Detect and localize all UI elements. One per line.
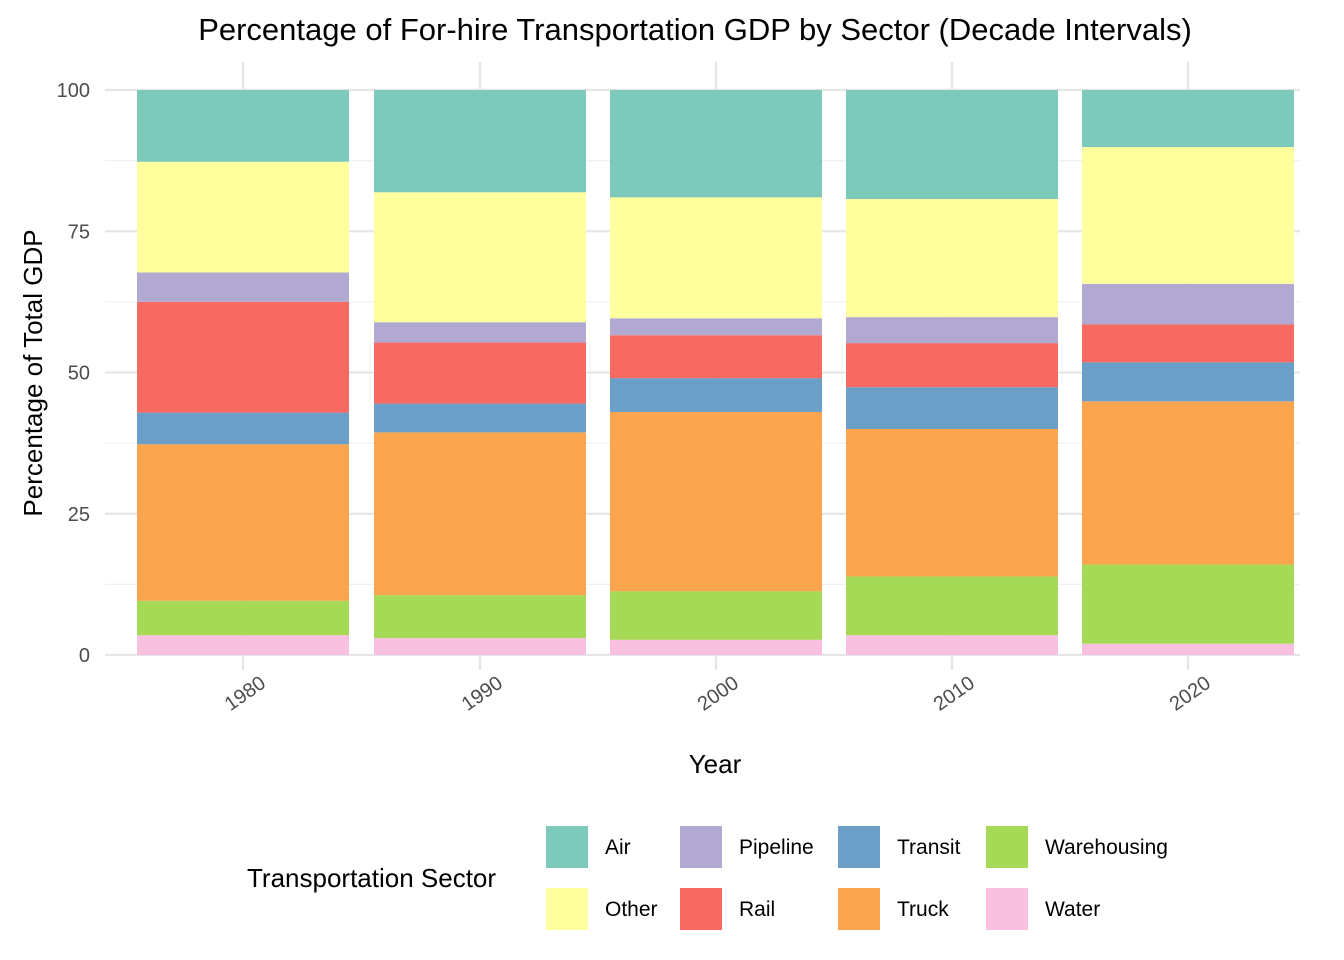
bar-water-1990 <box>374 638 586 655</box>
chart-title: Percentage of For-hire Transportation GD… <box>198 12 1192 47</box>
legend-swatch-transit <box>838 826 880 868</box>
legend-label-truck: Truck <box>897 898 949 921</box>
bar-other-2010 <box>846 199 1058 318</box>
bar-transit-1980 <box>137 412 349 445</box>
bar-warehousing-2010 <box>846 576 1058 636</box>
y-tick-label: 75 <box>68 221 90 243</box>
bar-warehousing-1990 <box>374 595 586 639</box>
bar-transit-2020 <box>1082 362 1294 402</box>
bar-rail-2010 <box>846 343 1058 388</box>
bar-truck-2010 <box>846 429 1058 577</box>
y-axis-ticks: 0 25 50 75 100 <box>57 80 90 667</box>
bar-pipeline-2020 <box>1082 283 1294 325</box>
legend-label-other: Other <box>605 898 658 921</box>
x-axis-ticks: 1980 1990 2000 2010 2020 <box>221 672 1215 716</box>
legend-label-rail: Rail <box>739 898 775 921</box>
bar-rail-1990 <box>374 342 586 404</box>
bar-water-2010 <box>846 635 1058 655</box>
bar-warehousing-2020 <box>1082 564 1294 644</box>
bar-truck-2000 <box>610 412 822 592</box>
legend-swatch-pipeline <box>680 826 722 868</box>
bar-truck-2020 <box>1082 401 1294 565</box>
bar-other-2000 <box>610 197 822 319</box>
legend-label-water: Water <box>1045 898 1100 921</box>
bar-air-2020 <box>1082 90 1294 148</box>
y-tick-label: 50 <box>68 363 90 385</box>
bar-air-1980 <box>137 90 349 162</box>
x-axis-title: Year <box>689 749 742 779</box>
bar-pipeline-1980 <box>137 272 349 302</box>
bar-warehousing-2000 <box>610 591 822 640</box>
legend: Transportation Sector Air Other Pipeline Ra… <box>247 826 1168 930</box>
bar-rail-2000 <box>610 335 822 379</box>
bar-warehousing-1980 <box>137 600 349 636</box>
x-tick-label: 2010 <box>930 672 979 716</box>
bar-air-2010 <box>846 90 1058 200</box>
x-tick-label: 1990 <box>458 672 507 716</box>
x-tick-label: 2000 <box>694 672 743 716</box>
bar-air-2000 <box>610 90 822 198</box>
bars <box>137 90 1294 655</box>
bar-rail-1980 <box>137 301 349 413</box>
legend-swatch-warehousing <box>986 826 1028 868</box>
x-tick-label: 2020 <box>1166 672 1215 716</box>
bar-truck-1990 <box>374 432 586 596</box>
y-tick-label: 0 <box>79 645 90 667</box>
bar-air-1990 <box>374 90 586 193</box>
legend-label-transit: Transit <box>897 836 961 859</box>
bar-rail-2020 <box>1082 324 1294 363</box>
y-tick-label: 100 <box>57 80 90 102</box>
legend-title: Transportation Sector <box>247 863 496 893</box>
bar-transit-1990 <box>374 403 586 433</box>
bar-water-1980 <box>137 635 349 655</box>
legend-swatch-rail <box>680 888 722 930</box>
bar-water-2020 <box>1082 643 1294 655</box>
bar-other-2020 <box>1082 147 1294 284</box>
x-tick-label: 1980 <box>221 672 270 716</box>
bar-other-1990 <box>374 192 586 323</box>
bar-transit-2000 <box>610 378 822 413</box>
bar-transit-2010 <box>846 387 1058 429</box>
bar-other-1980 <box>137 161 349 273</box>
bar-water-2000 <box>610 639 822 655</box>
legend-label-pipeline: Pipeline <box>739 836 814 859</box>
y-axis-title: Percentage of Total GDP <box>18 229 48 516</box>
legend-label-air: Air <box>605 836 631 859</box>
y-tick-label: 25 <box>68 504 90 526</box>
legend-swatch-other <box>546 888 588 930</box>
bar-pipeline-1990 <box>374 322 586 343</box>
legend-swatch-truck <box>838 888 880 930</box>
bar-truck-1980 <box>137 444 349 601</box>
bar-pipeline-2010 <box>846 317 1058 344</box>
legend-label-warehousing: Warehousing <box>1045 836 1168 859</box>
legend-swatch-air <box>546 826 588 868</box>
legend-swatch-water <box>986 888 1028 930</box>
bar-pipeline-2000 <box>610 318 822 336</box>
